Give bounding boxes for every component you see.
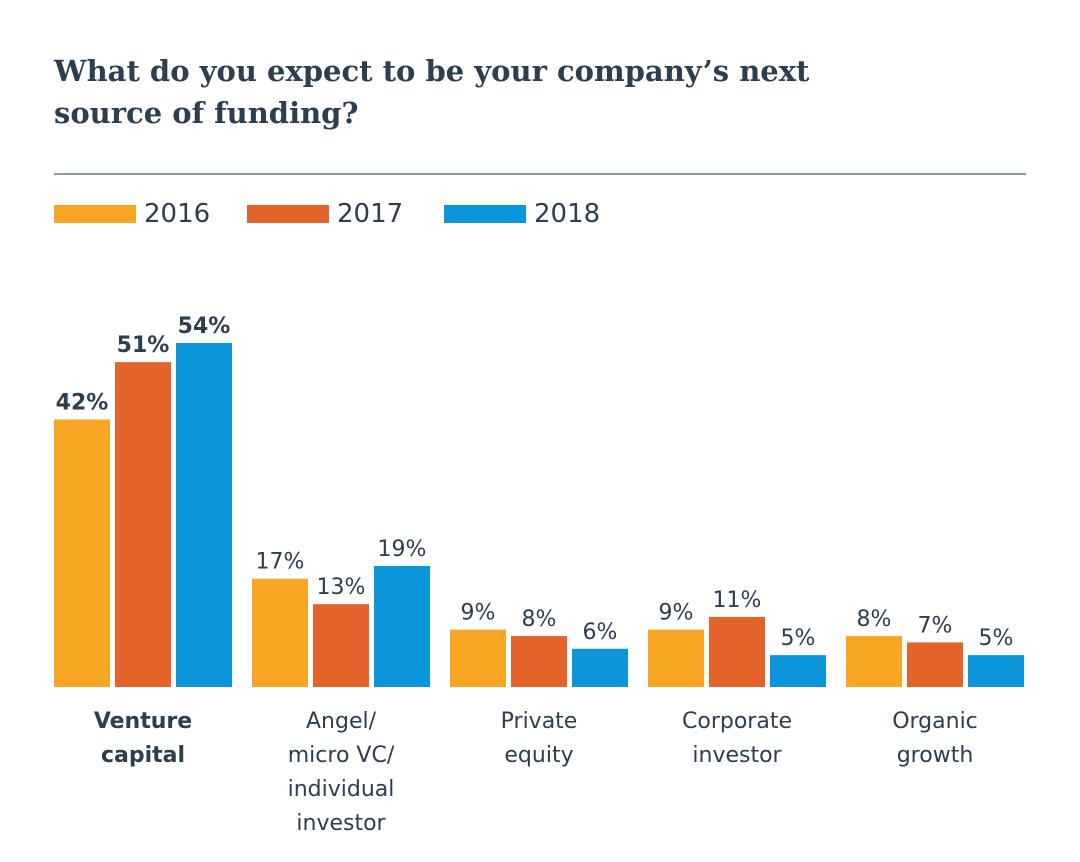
legend-swatch-2017 bbox=[247, 205, 329, 223]
bar-2018-cat-3 bbox=[770, 655, 826, 687]
category-label-3-line-0: Corporate bbox=[682, 709, 792, 734]
legend-label-2016: 2016 bbox=[144, 199, 211, 229]
category-label-0-line-0: Venture bbox=[94, 709, 192, 734]
chart-title-line-2: source of funding? bbox=[54, 96, 359, 130]
value-label-2018-cat-0: 54% bbox=[178, 314, 231, 339]
bar-2017-cat-4 bbox=[907, 642, 963, 687]
category-label-0-line-1: capital bbox=[101, 743, 185, 768]
value-label-2018-cat-4: 5% bbox=[979, 626, 1014, 651]
value-label-2016-cat-4: 8% bbox=[857, 607, 892, 632]
legend-swatch-2018 bbox=[444, 205, 526, 223]
category-label-1-line-2: individual bbox=[288, 777, 395, 802]
bar-2017-cat-3 bbox=[709, 616, 765, 687]
bar-2018-cat-2 bbox=[572, 648, 628, 687]
legend-label-2018: 2018 bbox=[534, 199, 601, 229]
bar-2017-cat-2 bbox=[511, 636, 567, 687]
category-label-2-line-0: Private bbox=[501, 709, 578, 734]
bar-2016-cat-0 bbox=[54, 419, 110, 687]
bar-2016-cat-3 bbox=[648, 629, 704, 687]
value-label-2016-cat-2: 9% bbox=[461, 601, 496, 626]
bar-2018-cat-0 bbox=[176, 343, 232, 687]
value-label-2018-cat-3: 5% bbox=[781, 626, 816, 651]
category-label-4-line-1: growth bbox=[897, 743, 974, 768]
bar-2018-cat-4 bbox=[968, 655, 1024, 687]
category-label-1-line-3: investor bbox=[296, 811, 386, 836]
category-label-4-line-0: Organic bbox=[892, 709, 978, 734]
bar-2017-cat-1 bbox=[313, 604, 369, 687]
category-label-1-line-1: micro VC/ bbox=[288, 743, 395, 768]
bar-2016-cat-1 bbox=[252, 578, 308, 687]
value-label-2016-cat-3: 9% bbox=[659, 601, 694, 626]
value-label-2017-cat-0: 51% bbox=[117, 333, 170, 358]
category-label-3-line-1: investor bbox=[692, 743, 782, 768]
category-label-1-line-0: Angel/ bbox=[306, 709, 377, 734]
chart-title-line-1: What do you expect to be your company’s … bbox=[54, 54, 810, 88]
value-label-2016-cat-1: 17% bbox=[256, 550, 305, 575]
value-label-2017-cat-1: 13% bbox=[317, 575, 366, 600]
value-label-2016-cat-0: 42% bbox=[56, 390, 109, 415]
bar-2018-cat-1 bbox=[374, 565, 430, 687]
value-label-2017-cat-2: 8% bbox=[522, 607, 557, 632]
value-label-2018-cat-1: 19% bbox=[378, 537, 427, 562]
bar-2017-cat-0 bbox=[115, 362, 171, 687]
bar-2016-cat-4 bbox=[846, 636, 902, 687]
legend-swatch-2016 bbox=[54, 205, 136, 223]
value-label-2017-cat-4: 7% bbox=[918, 613, 953, 638]
legend-label-2017: 2017 bbox=[337, 199, 404, 229]
category-label-2-line-1: equity bbox=[504, 743, 573, 768]
chart-title: What do you expect to be your company’s … bbox=[54, 50, 954, 134]
title-divider bbox=[54, 173, 1026, 175]
value-label-2018-cat-2: 6% bbox=[583, 620, 618, 645]
bar-2016-cat-2 bbox=[450, 629, 506, 687]
value-label-2017-cat-3: 11% bbox=[713, 588, 762, 613]
